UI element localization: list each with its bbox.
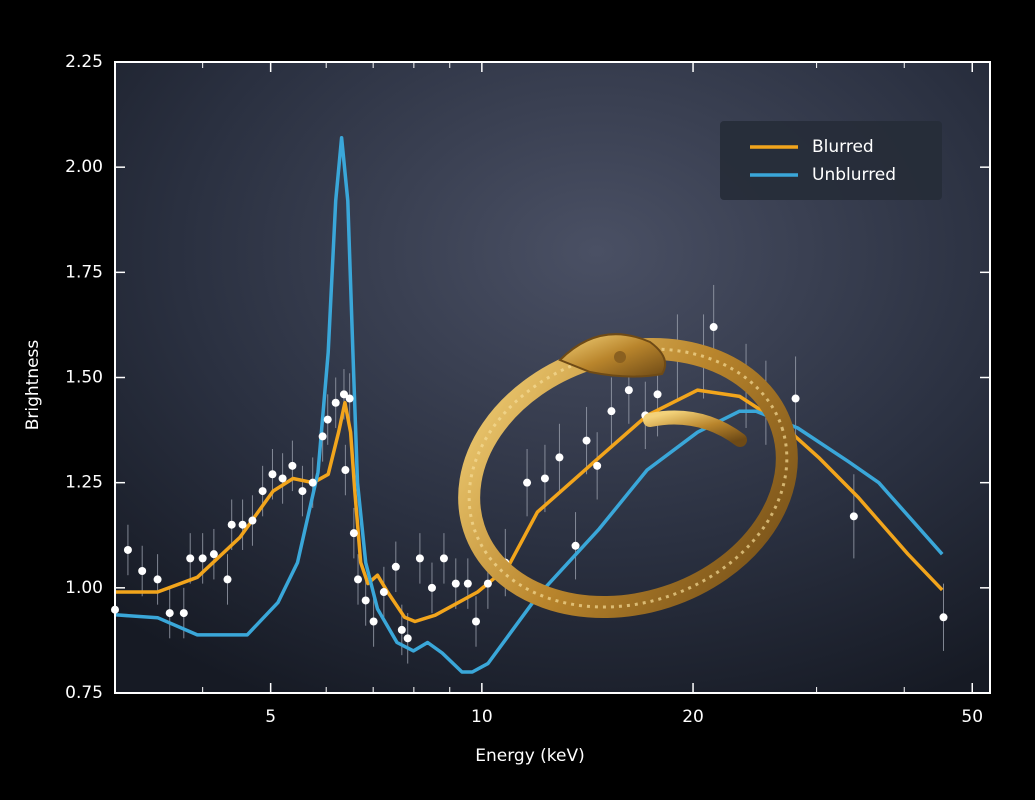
legend-label: Blurred [812, 137, 874, 157]
data-point [308, 478, 317, 487]
data-point [318, 432, 327, 441]
data-point [258, 487, 267, 496]
data-point [439, 554, 448, 563]
data-point [709, 323, 718, 332]
data-point [369, 617, 378, 626]
x-tick-label: 20 [682, 707, 704, 727]
legend: Blurred Unblurred [720, 121, 942, 200]
data-point [238, 520, 247, 529]
data-point [571, 541, 580, 550]
x-tick-label: 50 [961, 707, 983, 727]
data-point [248, 516, 257, 525]
data-point [523, 478, 532, 487]
data-point [341, 466, 350, 475]
data-point [463, 579, 472, 588]
data-point [607, 407, 616, 416]
ring-illustration [458, 333, 798, 618]
data-point [227, 520, 236, 529]
data-point [349, 529, 358, 538]
data-point [939, 613, 948, 622]
series-line [114, 135, 944, 674]
data-point [278, 474, 287, 483]
x-tick-label: 5 [265, 707, 276, 727]
y-axis-label: Brightness [23, 340, 43, 431]
data-point [415, 554, 424, 563]
data-point [268, 470, 277, 479]
data-point [403, 634, 412, 643]
data-point [323, 415, 332, 424]
data-point [540, 474, 549, 483]
data-point [593, 461, 602, 470]
data-point [391, 562, 400, 571]
data-point [624, 386, 633, 395]
y-tick-label: 0.75 [65, 683, 103, 703]
y-tick-label: 2.00 [65, 157, 103, 177]
data-point [791, 394, 800, 403]
y-tick-label: 1.50 [65, 368, 103, 388]
x-tick-label: 10 [471, 707, 493, 727]
legend-box [720, 121, 942, 200]
data-point [288, 461, 297, 470]
data-point [153, 575, 162, 584]
data-point [653, 390, 662, 399]
data-point [555, 453, 564, 462]
y-tick-label: 1.25 [65, 473, 103, 493]
plot-layer [111, 135, 948, 674]
data-point [345, 394, 354, 403]
data-point [849, 512, 858, 521]
legend-label: Unblurred [812, 165, 896, 185]
data-point [472, 617, 481, 626]
data-point [223, 575, 232, 584]
data-point [179, 609, 188, 618]
data-point [427, 583, 436, 592]
data-point [354, 575, 363, 584]
data-point [451, 579, 460, 588]
y-tick-label: 2.25 [65, 52, 103, 72]
data-point [582, 436, 591, 445]
data-point [483, 579, 492, 588]
data-point [331, 398, 340, 407]
data-point [397, 625, 406, 634]
data-point [186, 554, 195, 563]
x-axis-label: Energy (keV) [475, 746, 585, 766]
y-tick-label: 1.75 [65, 262, 103, 282]
data-point [165, 609, 174, 618]
data-point [361, 596, 370, 605]
data-point [298, 487, 307, 496]
data-point [339, 390, 348, 399]
data-point [138, 567, 147, 576]
data-point [379, 588, 388, 597]
data-point [123, 545, 132, 554]
data-point [198, 554, 207, 563]
data-point [209, 550, 218, 559]
y-tick-label: 1.00 [65, 578, 103, 598]
